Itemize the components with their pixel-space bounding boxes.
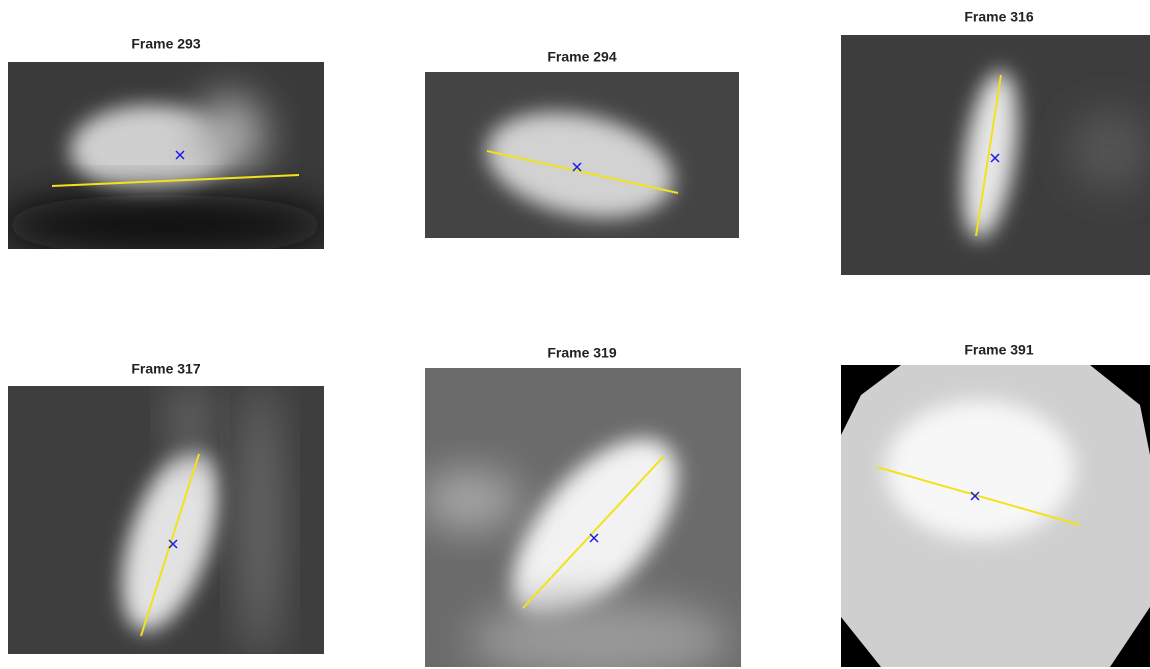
blob bbox=[195, 95, 265, 175]
blob bbox=[170, 380, 210, 460]
image bbox=[425, 72, 739, 238]
blob bbox=[1070, 110, 1150, 190]
image bbox=[0, 62, 335, 255]
panel-title: Frame 316 bbox=[964, 9, 1033, 25]
image bbox=[841, 365, 1150, 667]
blob bbox=[420, 470, 520, 530]
blob bbox=[240, 380, 280, 660]
panel-title: Frame 294 bbox=[547, 49, 616, 65]
blob bbox=[0, 195, 335, 255]
image bbox=[841, 35, 1150, 275]
panel-title: Frame 293 bbox=[131, 36, 200, 52]
image bbox=[8, 380, 324, 660]
blob bbox=[885, 400, 1075, 540]
panel-title: Frame 317 bbox=[131, 361, 200, 377]
panel-title: Frame 319 bbox=[547, 345, 616, 361]
panel-title: Frame 391 bbox=[964, 342, 1033, 358]
figure: Frame 293 Frame 294 Frame 316 Frame 317 Fram… bbox=[0, 0, 1150, 669]
image bbox=[420, 368, 741, 669]
